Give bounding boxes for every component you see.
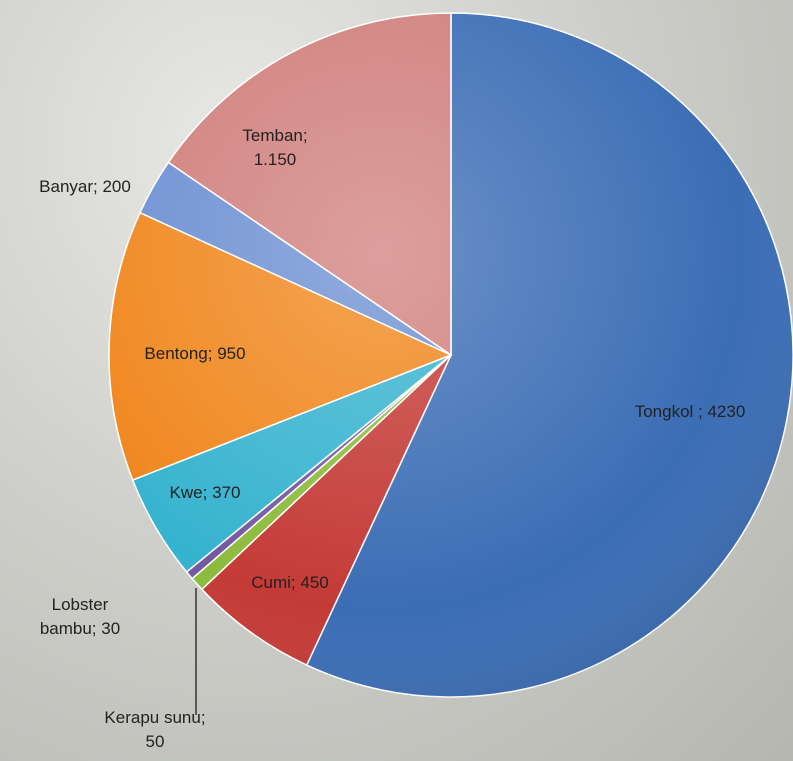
data-label: Cumi; 450	[230, 571, 350, 595]
data-label: Kwe; 370	[145, 481, 265, 505]
data-label: Kerapu sunu; 50	[100, 706, 210, 754]
data-label: Bentong; 950	[115, 342, 275, 366]
page: {"chart_data": {"type": "pie", "labels":…	[0, 0, 793, 761]
data-label: Lobster bambu; 30	[33, 593, 128, 641]
data-label: Banyar; 200	[5, 175, 165, 199]
chart	[0, 0, 793, 761]
data-label: Temban; 1.150	[233, 124, 318, 172]
data-label: Tongkol ; 4230	[590, 400, 790, 424]
